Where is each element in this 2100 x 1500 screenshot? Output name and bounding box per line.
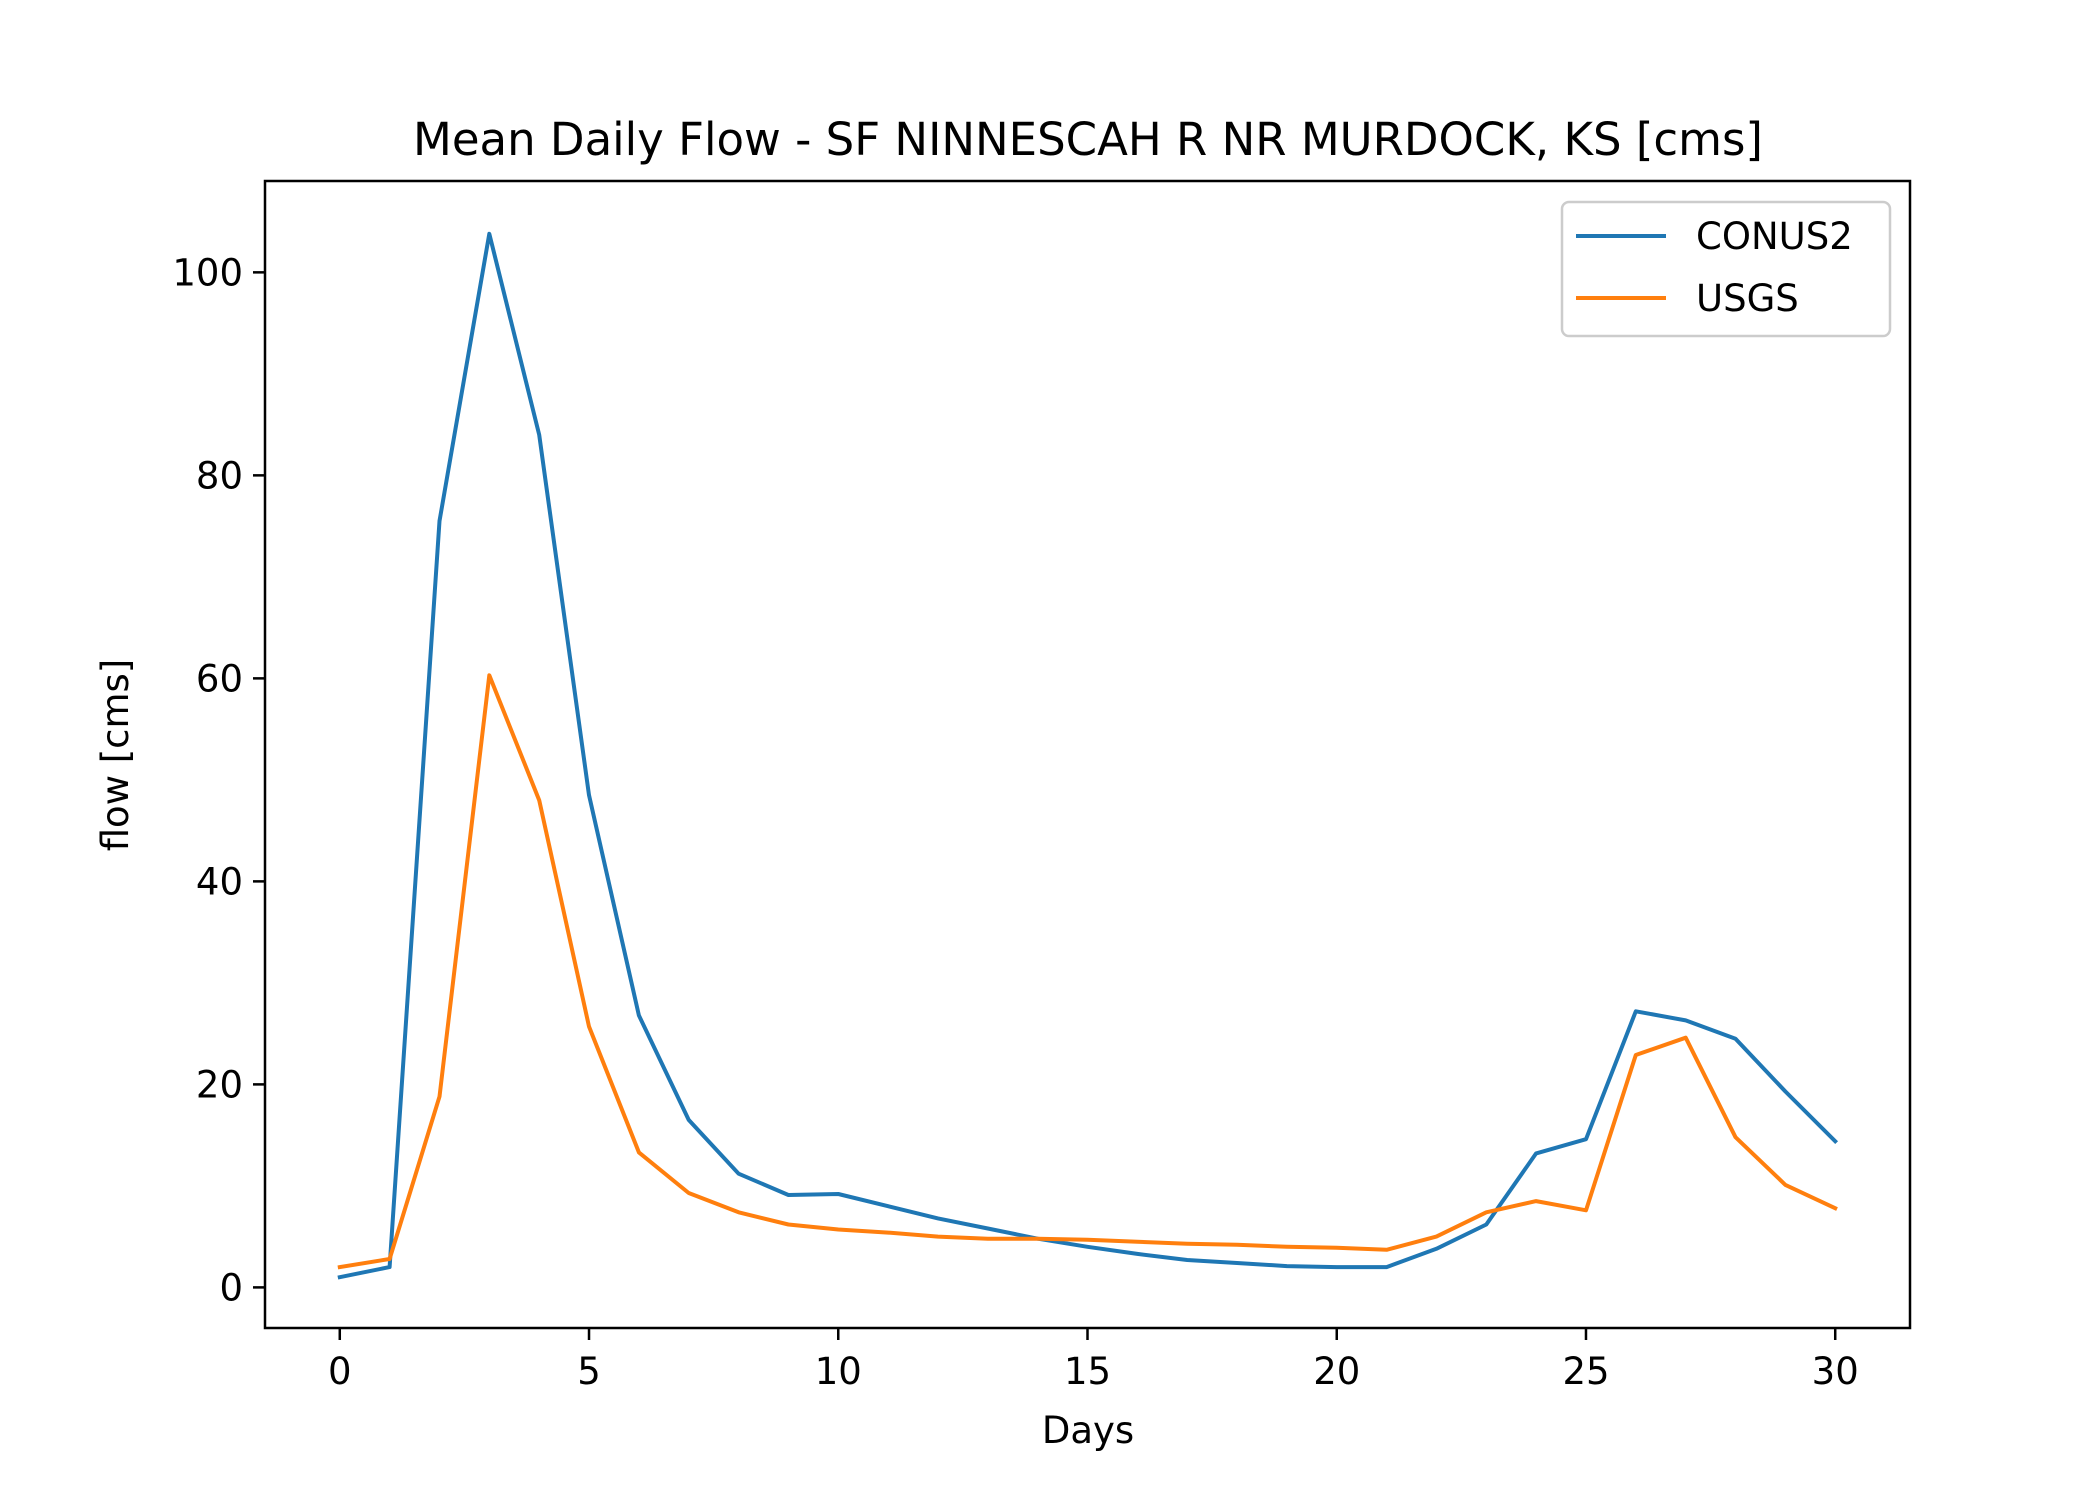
- chart-title: Mean Daily Flow - SF NINNESCAH R NR MURD…: [413, 113, 1763, 166]
- y-tick-label: 100: [172, 251, 243, 294]
- y-tick-label: 80: [196, 454, 243, 497]
- legend-label-usgs: USGS: [1696, 277, 1799, 320]
- y-tick-label: 20: [196, 1063, 243, 1106]
- x-tick-label: 0: [328, 1350, 352, 1393]
- x-tick-label: 5: [577, 1350, 601, 1393]
- y-tick-label: 0: [219, 1266, 243, 1309]
- series-line-usgs: [337, 673, 1838, 1270]
- x-tick-label: 30: [1812, 1350, 1859, 1393]
- legend-label-conus2: CONUS2: [1696, 215, 1853, 258]
- y-tick-label: 60: [196, 657, 243, 700]
- series-layer: [337, 231, 1839, 1280]
- y-axis: 0 20 40 60 80 100: [172, 251, 265, 1309]
- x-tick-label: 15: [1064, 1350, 1111, 1393]
- series-line-conus2: [337, 231, 1839, 1280]
- y-axis-label: flow [cms]: [94, 659, 137, 852]
- x-tick-label: 20: [1313, 1350, 1360, 1393]
- x-axis: 0 5 10 15 20 25 30: [328, 1328, 1859, 1393]
- y-tick-label: 40: [196, 860, 243, 903]
- legend: CONUS2 USGS: [1560, 200, 1892, 338]
- x-axis-label: Days: [1042, 1409, 1134, 1452]
- x-tick-label: 10: [815, 1350, 862, 1393]
- x-tick-label: 25: [1562, 1350, 1609, 1393]
